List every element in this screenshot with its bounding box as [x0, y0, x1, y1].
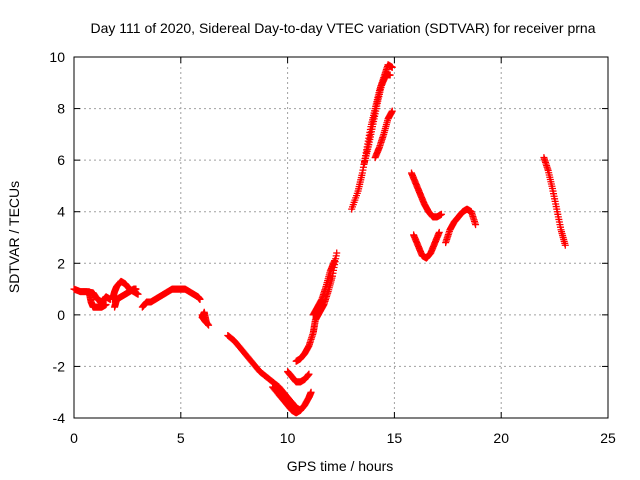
data-point: [386, 71, 394, 79]
x-tick-label: 15: [387, 430, 403, 446]
data-point: [437, 210, 445, 218]
data-marks: [70, 61, 569, 417]
y-axis-label: SDTVAR / TECUs: [6, 181, 22, 293]
x-tick-label: 20: [493, 430, 509, 446]
data-point: [196, 295, 204, 303]
data-point: [333, 249, 341, 257]
y-tick-label: 4: [57, 204, 65, 220]
data-point: [134, 290, 142, 298]
chart-title: Day 111 of 2020, Sidereal Day-to-day VTE…: [91, 20, 596, 36]
data-point: [307, 388, 315, 396]
data-point: [331, 257, 339, 265]
data-point: [205, 321, 213, 329]
y-tick-label: -2: [53, 358, 66, 374]
x-axis-label: GPS time / hours: [287, 458, 394, 474]
x-tick-label: 0: [70, 430, 78, 446]
y-tick-label: 0: [57, 307, 65, 323]
data-point: [435, 228, 443, 236]
x-tick-label: 10: [280, 430, 296, 446]
y-tick-label: 6: [57, 152, 65, 168]
y-tick-label: 2: [57, 255, 65, 271]
data-point: [388, 107, 396, 115]
y-tick-label: 10: [49, 49, 65, 65]
data-point: [561, 241, 569, 249]
y-tick-label: 8: [57, 101, 65, 117]
data-point: [472, 221, 480, 229]
data-point: [305, 370, 313, 378]
data-point: [204, 320, 212, 328]
data-point: [102, 301, 110, 309]
x-tick-label: 5: [177, 430, 185, 446]
x-tick-label: 25: [600, 430, 616, 446]
data-point: [296, 406, 304, 414]
grid: [74, 57, 608, 418]
tick-labels: 0 5 10 15 20 25 -4 -2 0 2 4 6 8 10: [49, 49, 616, 446]
plot-frame: [73, 56, 609, 419]
y-tick-label: -4: [53, 410, 66, 426]
data-point: [388, 63, 396, 71]
axis-ticks: [73, 56, 609, 419]
